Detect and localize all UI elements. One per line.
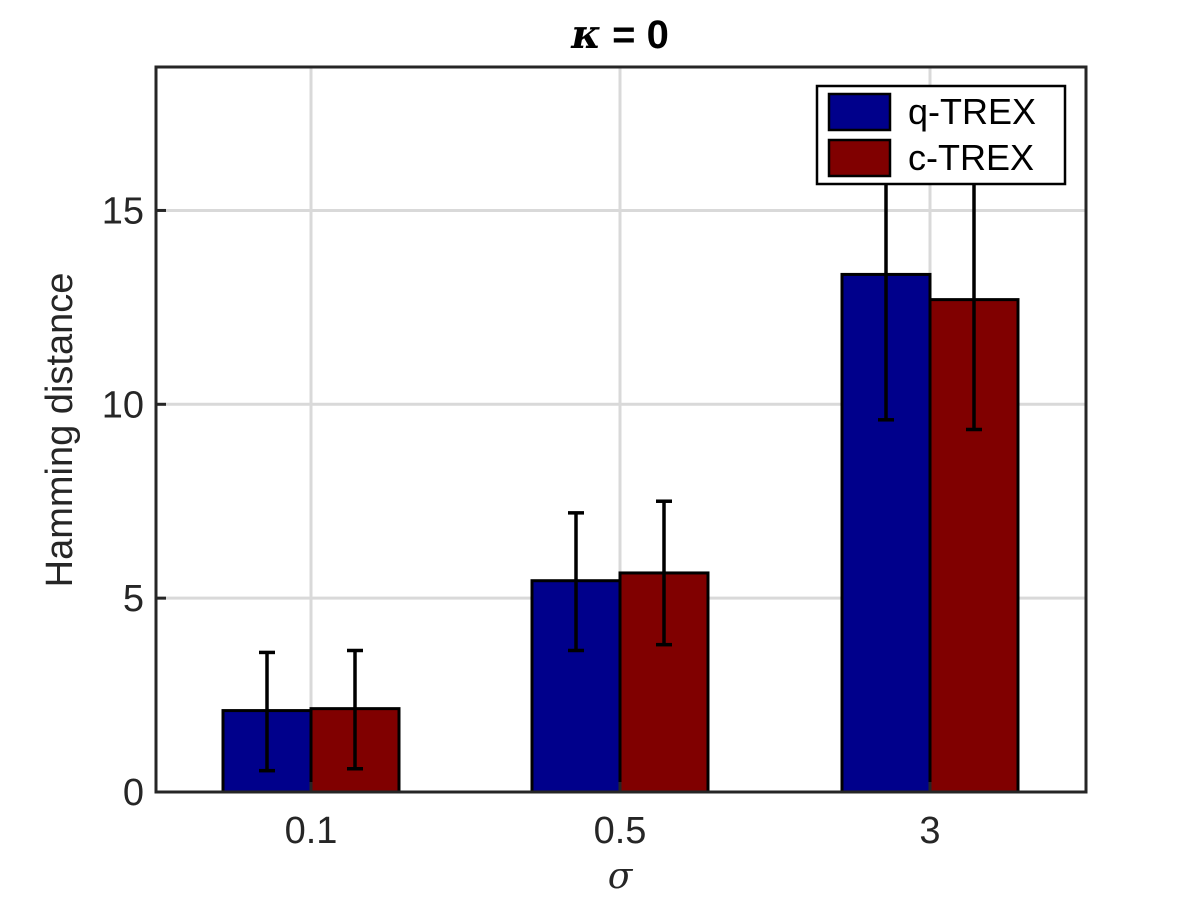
error-bar-c-trex	[656, 499, 672, 647]
x-tick-label: 0.5	[594, 810, 647, 852]
legend-swatch-c-trex	[827, 138, 892, 178]
error-bar-q-trex	[568, 511, 584, 653]
y-axis-label: Hamming distance	[39, 273, 81, 588]
legend: q-TREX c-TREX	[815, 84, 1067, 186]
x-tick-label: 3	[919, 810, 940, 852]
chart-title: κ = 0	[570, 11, 669, 58]
legend-swatch-q-trex	[827, 92, 892, 132]
y-tick-label: 5	[123, 578, 144, 620]
error-bar-q-trex	[259, 650, 275, 773]
y-tick-label: 0	[123, 772, 144, 814]
legend-label-q-trex: q-TREX	[908, 91, 1036, 132]
x-axis-label: σ	[608, 856, 634, 897]
legend-label-c-trex: c-TREX	[908, 137, 1034, 178]
grid-lines	[156, 67, 1086, 794]
y-tick-label: 15	[102, 190, 144, 232]
x-tick-label: 0.1	[285, 810, 338, 852]
tick-labels: 0 5 10 15 0.1 0.5 3	[102, 190, 941, 852]
error-bars	[259, 135, 982, 773]
error-bar-c-trex	[347, 648, 363, 771]
y-tick-label: 10	[102, 384, 144, 426]
